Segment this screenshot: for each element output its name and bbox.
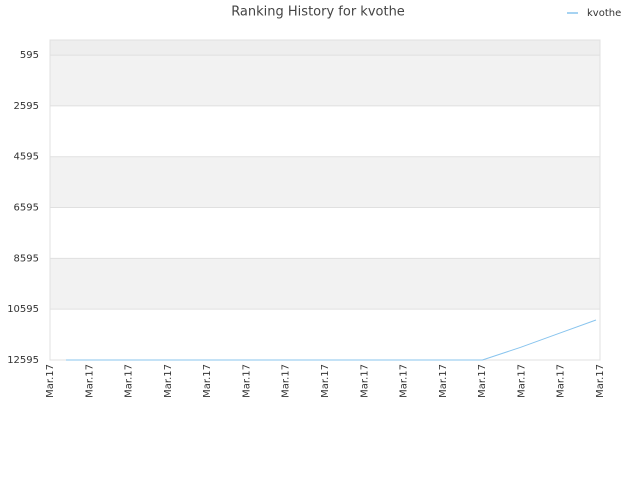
x-tick-label: Mar.17 — [438, 364, 449, 398]
y-tick-label: 4595 — [14, 152, 39, 163]
grid-band — [50, 105, 600, 157]
legend-label: kvothe — [587, 8, 621, 19]
x-tick-label: Mar.17 — [124, 364, 135, 398]
x-tick-label: Mar.17 — [595, 364, 606, 398]
y-tick-label: 12595 — [7, 355, 39, 366]
chart-title: Ranking History for kvothe — [231, 5, 405, 20]
x-tick-label: Mar.17 — [241, 364, 252, 398]
x-tick-label: Mar.17 — [516, 364, 527, 398]
y-tick-label: 8595 — [14, 253, 39, 264]
x-tick-label: Mar.17 — [359, 364, 370, 398]
y-tick-label: 595 — [20, 50, 39, 61]
y-tick-label: 2595 — [14, 101, 39, 112]
data-line — [66, 319, 597, 361]
grid-band — [50, 55, 600, 106]
y-tick-label: 10595 — [7, 304, 39, 315]
x-tick-label: Mar.17 — [45, 364, 56, 398]
grid-band — [50, 207, 600, 259]
x-tick-label: Mar.17 — [281, 364, 292, 398]
x-tick-label: Mar.17 — [320, 364, 331, 398]
grid-band — [50, 258, 600, 310]
grid-band — [50, 156, 600, 208]
x-tick-label: Mar.17 — [399, 364, 410, 398]
grid-band — [50, 309, 600, 360]
x-tick-label: Mar.17 — [556, 364, 567, 398]
x-tick-label: Mar.17 — [477, 364, 488, 398]
x-tick-label: Mar.17 — [202, 364, 213, 398]
y-tick-label: 6595 — [14, 203, 39, 214]
x-tick-label: Mar.17 — [163, 364, 174, 398]
x-tick-label: Mar.17 — [84, 364, 95, 398]
